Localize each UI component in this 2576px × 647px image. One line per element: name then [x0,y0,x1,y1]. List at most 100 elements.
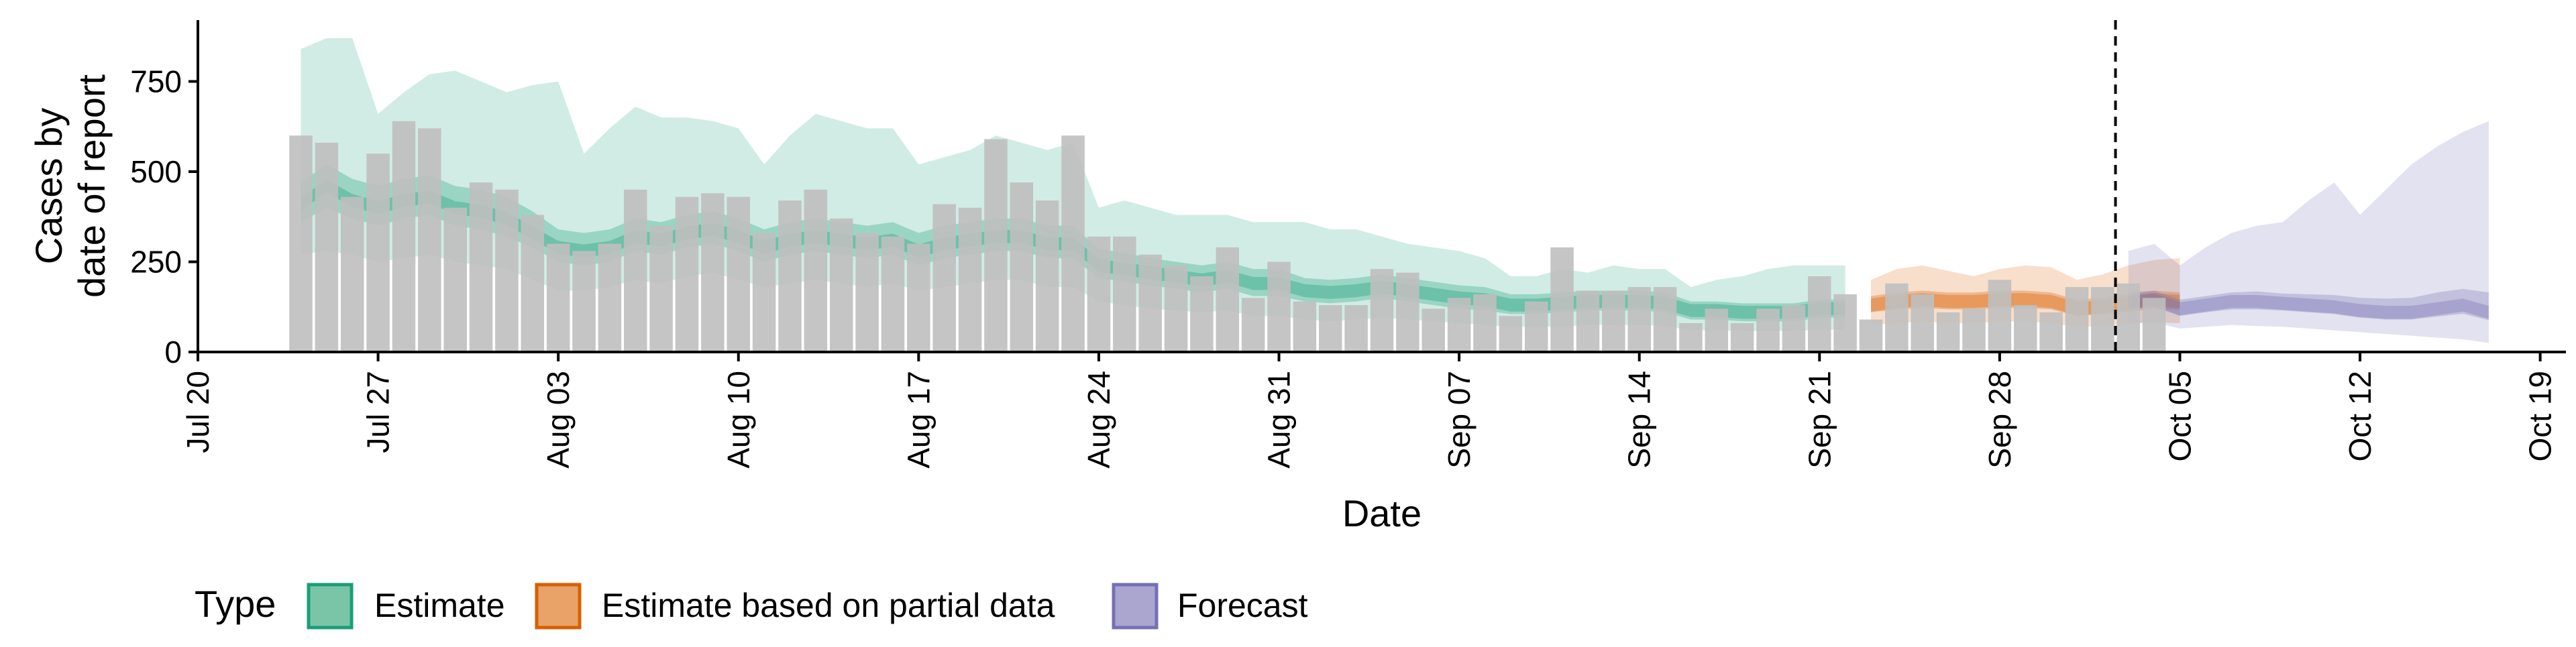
x-tick-label: Aug 03 [541,371,576,469]
report-bar [727,196,751,352]
report-bar [366,154,390,352]
report-bar [829,218,853,352]
legend-label-1: Estimate based on partial data [602,587,1055,624]
report-bar [958,207,982,352]
report-bar [1576,290,1600,352]
report-bar [984,139,1008,352]
report-bar [1190,276,1214,352]
report-bar [907,243,930,352]
report-bar [521,215,545,352]
report-bar [2142,298,2166,352]
report-bar [1524,301,1548,352]
report-bar [804,189,828,352]
report-bar [624,189,647,352]
report-bar [289,135,313,352]
axes-layer [197,20,2566,353]
report-bar [675,196,699,352]
report-bar [1550,247,1574,352]
report-bar [932,204,956,352]
report-bar [752,233,776,352]
report-bar [1447,298,1471,352]
report-bar [1293,301,1317,352]
report-bar [1499,316,1523,352]
report-bar [1936,312,1960,352]
y-tick-label: 250 [130,244,182,279]
report-bar [2039,312,2063,352]
report-bar [1010,182,1034,352]
report-bar [1782,305,1806,352]
report-bar [1087,236,1111,352]
report-bar [418,128,441,353]
report-bar [1756,308,1780,352]
legend-key-1 [535,583,582,630]
legend-label-2: Forecast [1177,587,1308,624]
y-tick-label: 750 [130,64,182,99]
report-bar [1988,280,2012,352]
report-bar [1473,294,1497,352]
report-bar [1911,294,1935,352]
report-bar [598,243,622,352]
x-tick-label: Aug 24 [1081,371,1116,469]
report-bar [1216,247,1240,352]
report-bar [2116,283,2140,352]
report-bar [1421,308,1446,352]
report-bar [1344,305,1368,352]
legend: Type Estimate Estimate based on partial d… [195,583,1308,630]
x-tick-label: Aug 31 [1262,371,1297,469]
report-bar [855,233,879,352]
report-bar [315,142,339,352]
report-bar [443,207,467,352]
x-tick-label: Aug 17 [901,371,936,469]
bars-layer [289,121,2166,353]
report-bar [881,236,905,352]
x-tick-label: Oct 05 [2162,371,2197,462]
report-bar [340,196,364,352]
report-bar [1602,290,1625,352]
legend-key-0 [307,583,354,630]
y-tick-label: 500 [130,154,182,189]
legend-label-0: Estimate [374,587,505,624]
report-bar [1859,319,1883,352]
report-bar [2013,305,2037,352]
band50-series-2 [2128,288,2489,320]
x-axis-title: Date [1342,492,1421,534]
x-tick-label: Sep 14 [1622,371,1657,469]
report-bar [1833,294,1857,352]
report-bar [1241,298,1265,352]
report-bar [2065,287,2089,352]
report-bar [1730,322,1754,352]
report-bar [1267,261,1291,352]
legend-key-2 [1112,583,1159,630]
x-tick-label: Oct 19 [2523,371,2558,462]
report-bar [1653,287,1677,352]
y-tick-label: 0 [164,335,182,369]
x-tick-label: Jul 20 [180,371,215,453]
x-tick-label: Oct 12 [2343,371,2377,462]
report-bar [1705,308,1729,352]
report-bar [778,200,802,352]
report-bar [1885,283,1909,352]
report-bar [469,182,493,352]
report-bar [1138,254,1162,352]
report-bar [2091,287,2114,352]
report-bar [1035,200,1059,352]
report-bar [1061,135,1085,352]
report-bar [1164,265,1188,352]
y-axis-title-line: Cases by [28,108,70,264]
report-bar [1113,236,1136,352]
report-bar [1370,269,1394,352]
report-bar [701,193,724,352]
x-tick-label: Sep 21 [1802,371,1837,469]
report-bar [495,189,519,352]
ticks-layer: 0 250 500 750 Jul 20 Jul 27 Aug 03 Aug 10 Aug 17… [130,64,2557,468]
report-bar [1627,287,1651,352]
y-axis-title: Cases bydate of report [28,74,113,298]
report-bar [572,251,596,352]
report-bar [1962,308,1986,352]
report-bar [649,225,673,352]
legend-title: Type [195,583,276,625]
report-bar [1679,322,1703,352]
x-tick-label: Sep 07 [1442,371,1477,469]
